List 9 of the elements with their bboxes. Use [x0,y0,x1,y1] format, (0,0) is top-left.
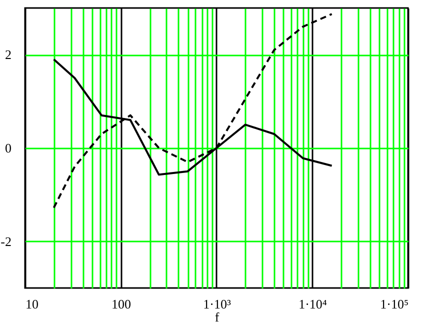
x-axis-title: f [214,310,220,324]
x-tick-label: 10 [26,296,38,312]
x-tick-label: 1·10³ [203,296,231,312]
y-tick-label: 2 [5,47,12,62]
x-tick-label: 100 [112,296,131,312]
x-tick-label: 1·10⁵ [380,296,408,312]
x-tick-label: 1·10⁴ [298,296,328,312]
y-tick-label: -2 [0,234,12,249]
y-tick-label: 0 [5,140,12,156]
